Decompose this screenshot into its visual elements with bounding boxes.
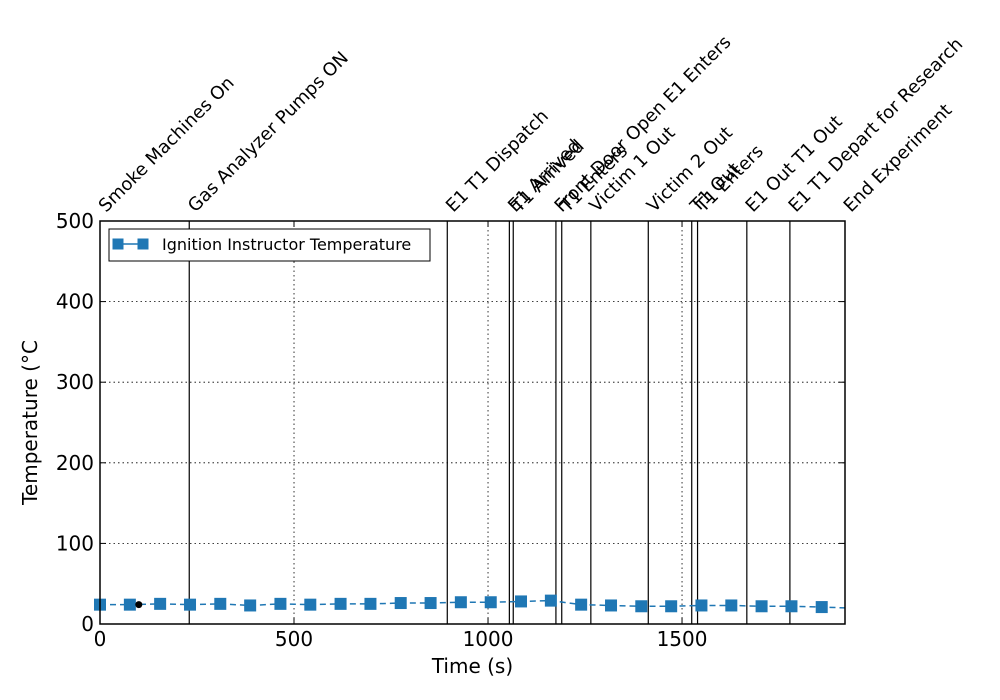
data-point-marker <box>635 600 648 613</box>
event-lines <box>188 221 791 624</box>
y-axis-label: Temperature (°C <box>18 340 42 506</box>
data-point-marker <box>815 601 828 614</box>
plot-frame <box>99 220 846 625</box>
x-axis-label: Time (s) <box>431 654 513 678</box>
y-tick-label: 100 <box>56 531 94 555</box>
data-point-marker <box>244 599 257 612</box>
y-tick-label: 400 <box>56 290 94 314</box>
data-point-marker <box>154 597 167 610</box>
x-tick-label: 1500 <box>657 627 708 651</box>
data-point-marker <box>424 597 437 610</box>
data-point-marker <box>214 597 227 610</box>
grid <box>100 221 845 624</box>
data-point-marker <box>364 597 377 610</box>
data-point-marker <box>304 598 317 611</box>
legend-marker <box>137 238 149 250</box>
y-tick-label: 300 <box>56 370 94 394</box>
data-point-marker <box>725 599 738 612</box>
x-tick-label: 500 <box>275 627 313 651</box>
data-point-marker <box>454 596 467 609</box>
axis-ticks: 0 500 1000 1500 0 100 200 300 400 500 <box>56 209 845 651</box>
data-point-marker <box>274 597 287 610</box>
y-tick-label: 500 <box>56 209 94 233</box>
data-point-marker <box>544 594 557 607</box>
legend: Ignition Instructor Temperature <box>108 228 431 262</box>
data-point-marker <box>184 598 197 611</box>
data-point-marker <box>665 600 678 613</box>
data-point-marker <box>394 597 407 610</box>
data-point-marker <box>484 596 497 609</box>
y-tick-label: 200 <box>56 451 94 475</box>
data-point-marker <box>515 595 528 608</box>
x-tick-label: 0 <box>94 627 107 651</box>
legend-box <box>108 228 431 262</box>
data-point-marker <box>605 599 618 612</box>
event-label: Gas Analyzer Pumps ON <box>184 48 353 217</box>
data-point-dot <box>135 601 143 609</box>
data-point-marker <box>334 597 347 610</box>
data-point-marker <box>785 600 798 613</box>
data-point-marker <box>755 600 768 613</box>
legend-label: Ignition Instructor Temperature <box>162 235 411 254</box>
x-tick-label: 1000 <box>463 627 514 651</box>
data-point-marker <box>695 599 708 612</box>
data-point-marker <box>575 598 588 611</box>
data-point-marker <box>123 598 136 611</box>
series-layer <box>94 594 846 614</box>
y-tick-label: 0 <box>81 612 94 636</box>
legend-marker <box>112 238 124 250</box>
